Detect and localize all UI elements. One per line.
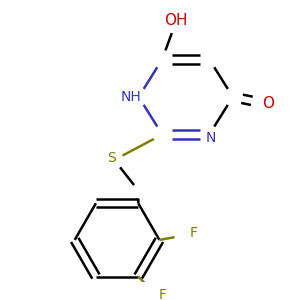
Text: NH: NH [121, 90, 142, 104]
Text: O: O [262, 96, 274, 111]
Text: S: S [107, 151, 116, 165]
Text: N: N [206, 131, 216, 145]
Text: OH: OH [165, 13, 188, 28]
Text: F: F [159, 288, 167, 300]
Text: F: F [189, 226, 197, 240]
